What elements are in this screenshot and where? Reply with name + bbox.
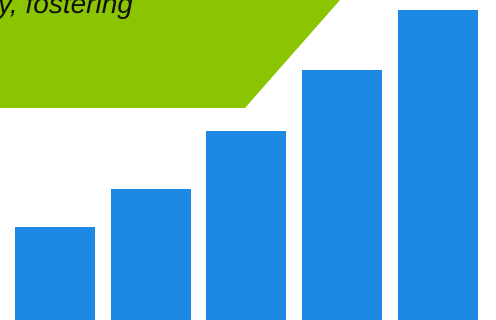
banner-caption: y, fostering <box>0 0 133 19</box>
bar-1 <box>15 227 95 320</box>
bar-5 <box>398 10 478 320</box>
bar-2 <box>111 189 191 320</box>
bar-4 <box>302 70 382 320</box>
bar-3 <box>206 131 286 320</box>
